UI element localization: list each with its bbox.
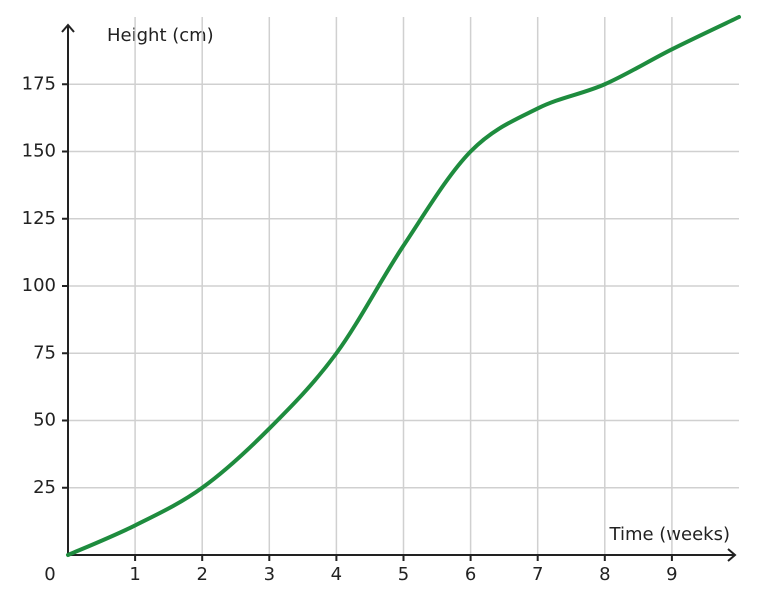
data-line: [66, 15, 741, 557]
x-tick-label: 9: [666, 564, 677, 585]
x-tick-label: 6: [465, 564, 476, 585]
x-tick-label: 8: [599, 564, 610, 585]
x-tick-label: 2: [196, 564, 207, 585]
y-axis-label: Height (cm): [107, 25, 214, 46]
y-tick-label: 50: [33, 410, 56, 431]
x-tick-label: 3: [264, 564, 275, 585]
y-tick-label: 25: [33, 477, 56, 498]
origin-label: 0: [44, 564, 55, 585]
y-tick-label: 75: [33, 342, 56, 363]
y-tick-label: 175: [22, 73, 56, 94]
y-tick-label: 125: [22, 208, 56, 229]
x-tick-label: 4: [331, 564, 342, 585]
y-axis-arrow: [61, 23, 75, 33]
x-tick-label: 1: [129, 564, 140, 585]
x-axis-label: Time (weeks): [609, 524, 731, 545]
x-tick-label: 5: [398, 564, 409, 585]
y-tick-label: 100: [22, 275, 56, 296]
y-tick-label: 150: [22, 141, 56, 162]
x-tick-label: 7: [532, 564, 543, 585]
x-axis-arrow: [727, 548, 737, 562]
